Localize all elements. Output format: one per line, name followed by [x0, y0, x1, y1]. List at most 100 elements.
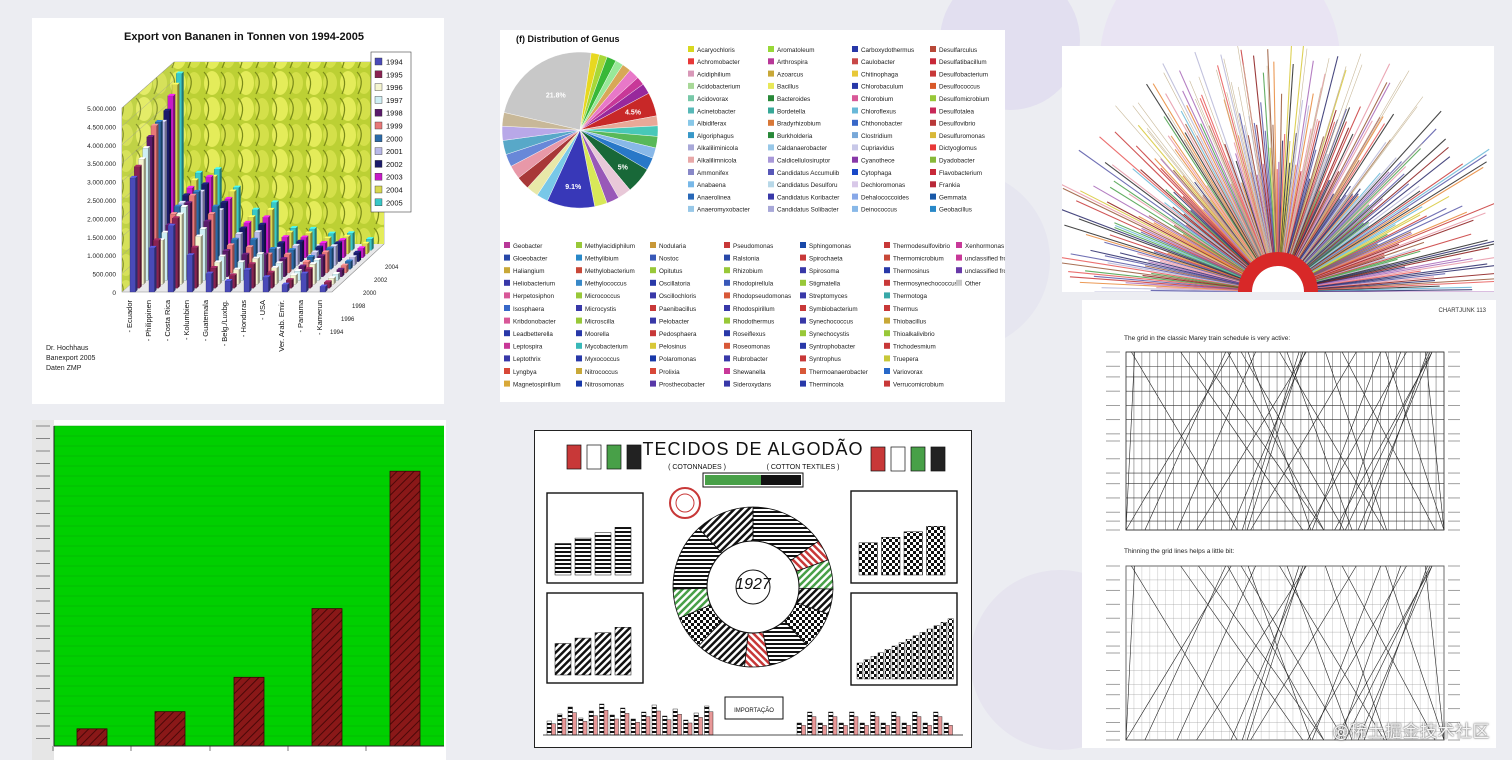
sunburst-ray — [1294, 154, 1487, 282]
genus-legend-label: Desulfotalea — [939, 108, 975, 115]
banana-ytick: 2.000.000 — [87, 216, 116, 223]
sunburst-ray — [1109, 186, 1262, 282]
sunburst-ray — [1090, 249, 1259, 289]
banana-bar-top — [319, 241, 328, 244]
genus-legend-swatch — [930, 82, 936, 89]
pie-slice-label: 21.8% — [546, 93, 567, 100]
production-box-right-bar — [926, 525, 946, 576]
genus-legend-swatch — [800, 355, 806, 362]
import-bar-right — [912, 711, 918, 736]
import-bar-right — [901, 722, 907, 736]
banana-bar-front — [129, 177, 136, 293]
banana-legend-swatch — [374, 185, 383, 194]
banana-bar-top — [250, 237, 258, 240]
banana-bar-front — [319, 286, 326, 293]
sunburst-ray — [1080, 190, 1261, 284]
sunburst-ray — [1062, 257, 1259, 290]
banana-bar-side — [162, 238, 165, 285]
genus-legend-swatch — [504, 292, 510, 299]
green-chart-bar — [233, 676, 265, 747]
marey-grid-bottom-train-line — [1196, 565, 1307, 741]
marey-grid-bottom-train-line — [1286, 565, 1353, 741]
genus-legend-swatch — [768, 82, 774, 89]
import-bar-left-red — [603, 710, 609, 736]
import-bar-right-red — [874, 716, 880, 736]
sunburst-ray — [1277, 80, 1402, 292]
genus-legend-label: Candidatus Koribacter — [777, 194, 839, 201]
banana-bar-top — [262, 215, 271, 218]
marey-grid-top-train-line — [1307, 351, 1407, 531]
emblem-inner — [675, 493, 695, 513]
genus-legend-swatch — [800, 305, 806, 311]
sunburst-ray — [1062, 187, 1261, 284]
genus-legend-label: Bordetella — [777, 108, 806, 115]
banana-bar-side — [342, 267, 345, 277]
pie-slice-label: 5% — [618, 164, 629, 171]
banana-bar-top — [248, 215, 256, 218]
banana-bar-top — [338, 238, 347, 241]
genus-legend-label: Caldicellulosiruptor — [777, 158, 830, 165]
banana-legend-label: 1999 — [386, 122, 403, 131]
banana-legend-label: 2004 — [386, 186, 403, 195]
banana-bar-top — [305, 267, 313, 270]
genus-legend-swatch — [768, 132, 774, 139]
banana-ytick: 500.000 — [93, 272, 117, 279]
sunburst-ray — [1285, 106, 1361, 274]
banana-xlabel: - Philippinen — [144, 300, 153, 341]
banana-bar-top — [146, 134, 155, 137]
import-bar-right-red — [885, 725, 890, 736]
genus-legend-label: Oscillochloris — [659, 293, 696, 300]
genus-legend-label: Xenhormonas — [965, 243, 1004, 250]
genus-legend-label: Thermodesulfovibrio — [893, 243, 951, 250]
genus-legend-label: Paenibacillus — [659, 306, 696, 313]
banana-bar-top — [254, 230, 262, 233]
genus-legend-swatch — [930, 169, 936, 175]
banana-bar-top — [284, 252, 292, 255]
tecidos-title: TECIDOS DE ALGODÃO — [642, 438, 863, 459]
marey-grid-bottom-train-line — [1176, 565, 1256, 741]
banana-bar-side — [348, 234, 351, 254]
sunburst-ray — [1237, 46, 1279, 292]
banana-ytick: 4.500.000 — [87, 124, 116, 131]
genus-legend-swatch — [576, 355, 582, 362]
genus-legend-swatch — [884, 279, 890, 286]
genus-legend-label: Thermoanaerobacter — [809, 369, 868, 376]
banana-bar-side — [224, 254, 227, 281]
banana-bar-top — [324, 280, 332, 283]
genus-legend-swatch — [504, 279, 510, 286]
genus-legend-swatch — [576, 317, 582, 324]
sunburst-ray — [1293, 185, 1420, 281]
genus-legend-label: Roseomonas — [733, 344, 770, 351]
banana-bar-top — [174, 204, 182, 207]
import-bar-right-red — [811, 716, 817, 736]
genus-legend-swatch — [768, 119, 774, 126]
import-bar-right — [880, 722, 886, 736]
banana-ytick: 5.000.000 — [87, 106, 116, 113]
banana-bar-top — [279, 257, 288, 260]
sunburst-ray — [1290, 110, 1442, 278]
genus-legend-label: Ralstonia — [733, 255, 760, 262]
banana-bar — [148, 245, 157, 293]
banana-legend-swatch — [374, 121, 383, 130]
banana-legend-swatch — [374, 96, 383, 104]
banana-bar-top — [205, 174, 214, 177]
banana-legend-label: 2003 — [386, 173, 403, 182]
tecidos-poster: TECIDOS DE ALGODÃO ( COTONNADES ) ( COTT… — [534, 430, 972, 748]
banana-bar-side — [276, 265, 279, 285]
banana-bar-top — [290, 226, 298, 229]
import-bar-left-red — [593, 715, 598, 736]
genus-legend-swatch — [650, 279, 656, 286]
marey-grid-top-train-line — [1385, 351, 1445, 531]
genus-legend-label: Cyanothece — [861, 158, 895, 165]
banana-bar-side — [314, 226, 317, 251]
sunburst-ray — [1279, 46, 1305, 273]
sunburst-ray — [1174, 148, 1267, 277]
sunburst-ray — [1085, 270, 1259, 291]
genus-legend-label: Rhodopseudomonas — [733, 293, 791, 300]
production-box-right-bar — [881, 537, 901, 576]
banana-bar-top — [349, 255, 357, 258]
import-bar-right — [807, 711, 813, 736]
marey-grid-bottom-train-line — [1246, 565, 1304, 741]
banana-bar-top — [227, 243, 235, 246]
green-bar-chart-svg — [32, 420, 444, 760]
